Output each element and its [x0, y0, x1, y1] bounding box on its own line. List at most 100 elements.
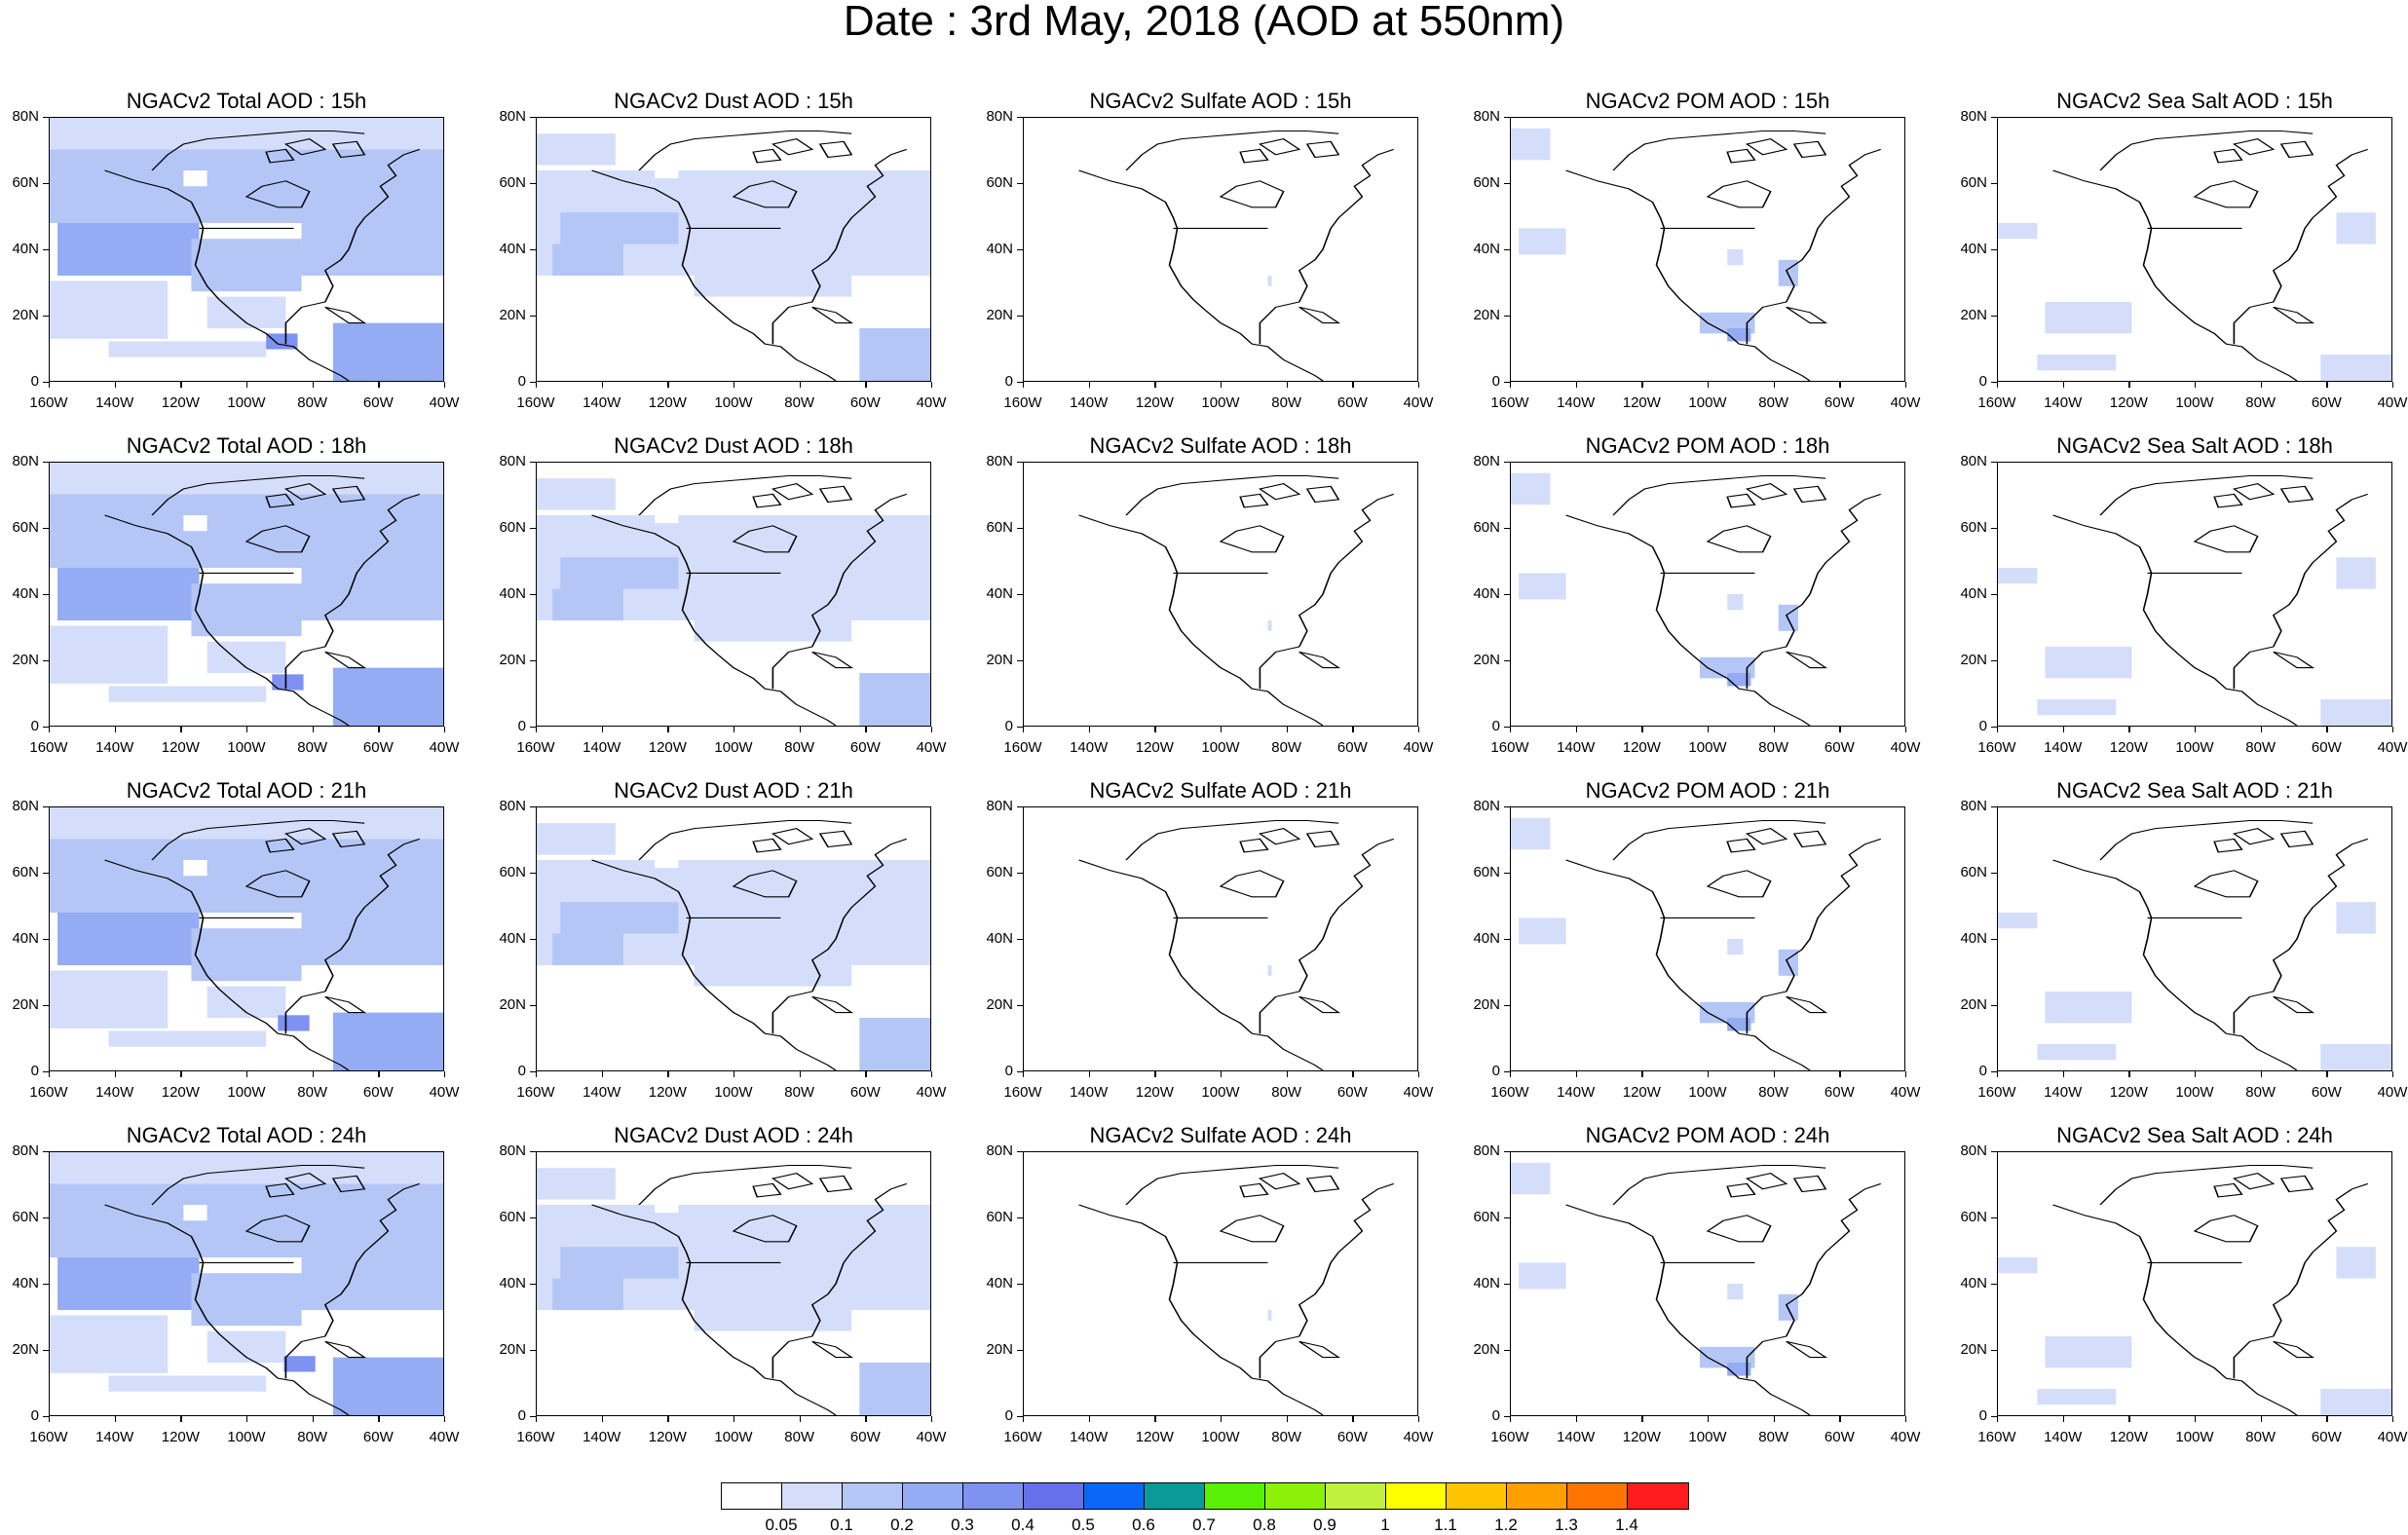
lon-tick-label: 160W — [1490, 739, 1529, 756]
lon-tick — [1510, 727, 1512, 732]
lon-tick — [180, 1416, 182, 1422]
lon-tick-label: 140W — [2044, 1429, 2083, 1445]
lon-tick-label: 160W — [516, 1084, 555, 1101]
lon-tick — [931, 382, 933, 388]
lat-tick-label: 80N — [1960, 108, 1987, 125]
map-area — [536, 462, 931, 727]
coastline — [1125, 1164, 1339, 1206]
lon-tick — [246, 382, 248, 388]
coastline — [1706, 870, 1772, 898]
lat-tick — [1991, 594, 1997, 596]
lon-tick — [2128, 1071, 2130, 1077]
coastline — [1258, 482, 1301, 501]
lat-tick — [1017, 382, 1023, 384]
lat-tick — [43, 660, 49, 662]
colorbar-label: 0.05 — [765, 1516, 798, 1534]
panel-title: NGACv2 POM AOD : 24h — [1585, 1123, 1830, 1147]
lon-tick — [2392, 727, 2394, 732]
coastline — [331, 485, 366, 504]
lat-tick — [43, 1151, 49, 1153]
lat-tick — [43, 249, 49, 251]
lon-tick-label: 80W — [1271, 1429, 1302, 1445]
coastline — [1305, 830, 1340, 848]
lon-tick-label: 100W — [2175, 1084, 2214, 1101]
aod-shading — [108, 1030, 267, 1047]
lat-tick — [1504, 939, 1510, 941]
lon-tick-label: 140W — [1557, 1429, 1596, 1445]
coastline — [245, 870, 311, 898]
aod-shading — [332, 667, 443, 726]
map-area — [49, 806, 444, 1071]
coastline — [1258, 137, 1301, 156]
coastline — [1792, 1175, 1827, 1193]
lat-tick — [43, 1416, 49, 1418]
map-panel-seasalt-21h: NGACv2 Sea Salt AOD : 21h 80N 60N 40N 20N 0 16… — [1948, 779, 2407, 1149]
map-area — [1023, 806, 1418, 1071]
lat-tick — [1017, 462, 1023, 464]
lat-tick — [43, 528, 49, 530]
lon-tick-label: 80W — [1271, 394, 1302, 411]
lon-tick-label: 60W — [1824, 394, 1855, 411]
lon-tick-label: 160W — [516, 739, 555, 756]
coastline — [771, 1172, 814, 1190]
coastline — [1125, 130, 1339, 171]
coastline — [1726, 148, 1756, 164]
lon-tick-label: 160W — [29, 1084, 68, 1101]
lat-tick — [530, 594, 536, 596]
coastline — [1706, 525, 1772, 553]
lon-tick — [1352, 1071, 1354, 1077]
lon-tick-label: 80W — [297, 394, 328, 411]
coastline — [331, 1175, 366, 1193]
lat-tick — [530, 528, 536, 530]
coastline — [2273, 306, 2315, 324]
lat-tick — [1017, 1350, 1023, 1352]
lon-tick — [931, 1071, 933, 1077]
lat-tick-label: 60N — [12, 174, 39, 191]
lat-tick-label: 0 — [1491, 718, 1500, 734]
coastline — [2273, 1340, 2315, 1359]
lat-tick — [1017, 249, 1023, 251]
lon-tick — [378, 1416, 380, 1422]
lon-tick-label: 80W — [1271, 1084, 1302, 1101]
lon-tick-label: 160W — [1003, 394, 1042, 411]
lon-tick-label: 140W — [1070, 739, 1109, 756]
lon-tick-label: 60W — [362, 1429, 394, 1445]
lat-tick — [530, 1071, 536, 1073]
lon-tick — [1221, 1416, 1223, 1422]
coastline — [732, 1215, 798, 1243]
colorbar-box — [843, 1483, 903, 1509]
lon-tick — [667, 382, 669, 388]
lon-tick — [444, 382, 446, 388]
lat-tick-label: 20N — [1960, 652, 1987, 668]
colorbar-label: 0.4 — [1011, 1516, 1035, 1534]
map-panel-seasalt-24h: NGACv2 Sea Salt AOD : 24h 80N 60N 40N 20N 0 16… — [1948, 1124, 2407, 1494]
colorbar-label: 1.2 — [1494, 1516, 1518, 1534]
coastline — [2232, 827, 2276, 845]
lon-tick-label: 60W — [1336, 394, 1368, 411]
lon-tick — [180, 382, 182, 388]
lon-tick-label: 80W — [2245, 739, 2276, 756]
coastline — [283, 1172, 327, 1190]
map-area — [1997, 117, 2392, 382]
lat-tick — [43, 806, 49, 808]
lon-tick — [601, 1416, 604, 1422]
lon-tick-label: 120W — [1622, 1429, 1661, 1445]
coastline — [1786, 1340, 1828, 1359]
coastline — [1726, 1182, 1756, 1198]
lon-tick-label: 120W — [648, 394, 687, 411]
coastline — [1792, 140, 1827, 159]
coastline — [1078, 169, 1324, 381]
coastline — [1746, 148, 1882, 345]
lon-tick — [1905, 1416, 1907, 1422]
lat-tick — [1991, 873, 1997, 875]
lon-tick-label: 100W — [1201, 1084, 1240, 1101]
lon-tick-label: 100W — [714, 739, 753, 756]
lat-tick — [1991, 1350, 1997, 1352]
lon-tick — [1352, 382, 1354, 388]
lat-tick-label: 80N — [499, 798, 526, 814]
lon-tick — [246, 1071, 248, 1077]
lat-tick-label: 80N — [499, 108, 526, 125]
lat-tick-label: 60N — [986, 1209, 1013, 1225]
lon-tick — [180, 1071, 182, 1077]
lon-tick-label: 100W — [2175, 394, 2214, 411]
